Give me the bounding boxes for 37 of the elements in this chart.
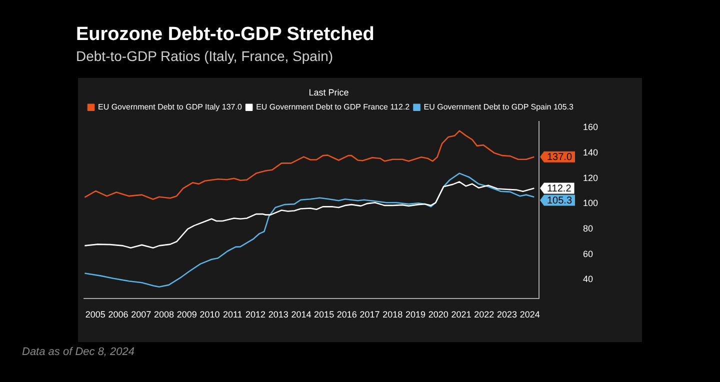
y-tick-label: 100 [582,198,598,208]
x-tick-label: 2012 [245,309,266,320]
data-label: 137.0 [546,152,572,164]
y-tick-label: 120 [582,172,598,183]
x-tick-label: 2018 [382,309,403,320]
x-tick-label: 2009 [176,309,197,320]
y-tick-label: 140 [582,148,598,158]
legend-title: Last Price [308,88,349,98]
y-tick-label: 80 [582,223,593,234]
chart-subtitle: Debt-to-GDP Ratios (Italy, France, Spain) [76,48,334,64]
x-tick-label: 2023 [496,309,517,320]
x-tick-label: 2011 [222,309,242,320]
chart-title: Eurozone Debt-to-GDP Stretched [76,24,374,46]
x-tick-label: 2016 [336,309,357,320]
legend-label: EU Government Debt to GDP France 112.2 [256,102,410,112]
y-tick-label: 60 [582,248,593,259]
y-tick-label: 160 [582,122,598,132]
x-tick-label: 2015 [314,309,334,320]
x-tick-label: 2019 [406,309,426,320]
x-tick-label: 2021 [451,309,472,320]
legend-label: EU Government Debt to GDP Spain 105.3 [424,102,574,112]
x-tick-label: 2005 [85,309,106,320]
x-tick-label: 2017 [360,309,380,320]
x-tick-label: 2007 [131,309,152,320]
x-tick-label: 2006 [108,309,128,320]
y-tick-label: 40 [582,274,593,284]
x-tick-label: 2010 [200,309,220,320]
legend-label: EU Government Debt to GDP Italy 137.0 [98,102,242,112]
x-tick-label: 2020 [428,309,448,320]
text: Data as of Dec 8, 2024 [22,346,135,358]
data-label: 105.3 [546,195,572,206]
x-tick-label: 2022 [474,309,494,320]
x-tick-label: 2014 [291,309,312,320]
x-tick-label: 2024 [520,309,540,320]
data-label: 112.2 [546,183,572,194]
x-tick-label: 2008 [154,309,174,320]
x-tick-label: 2013 [268,309,288,320]
